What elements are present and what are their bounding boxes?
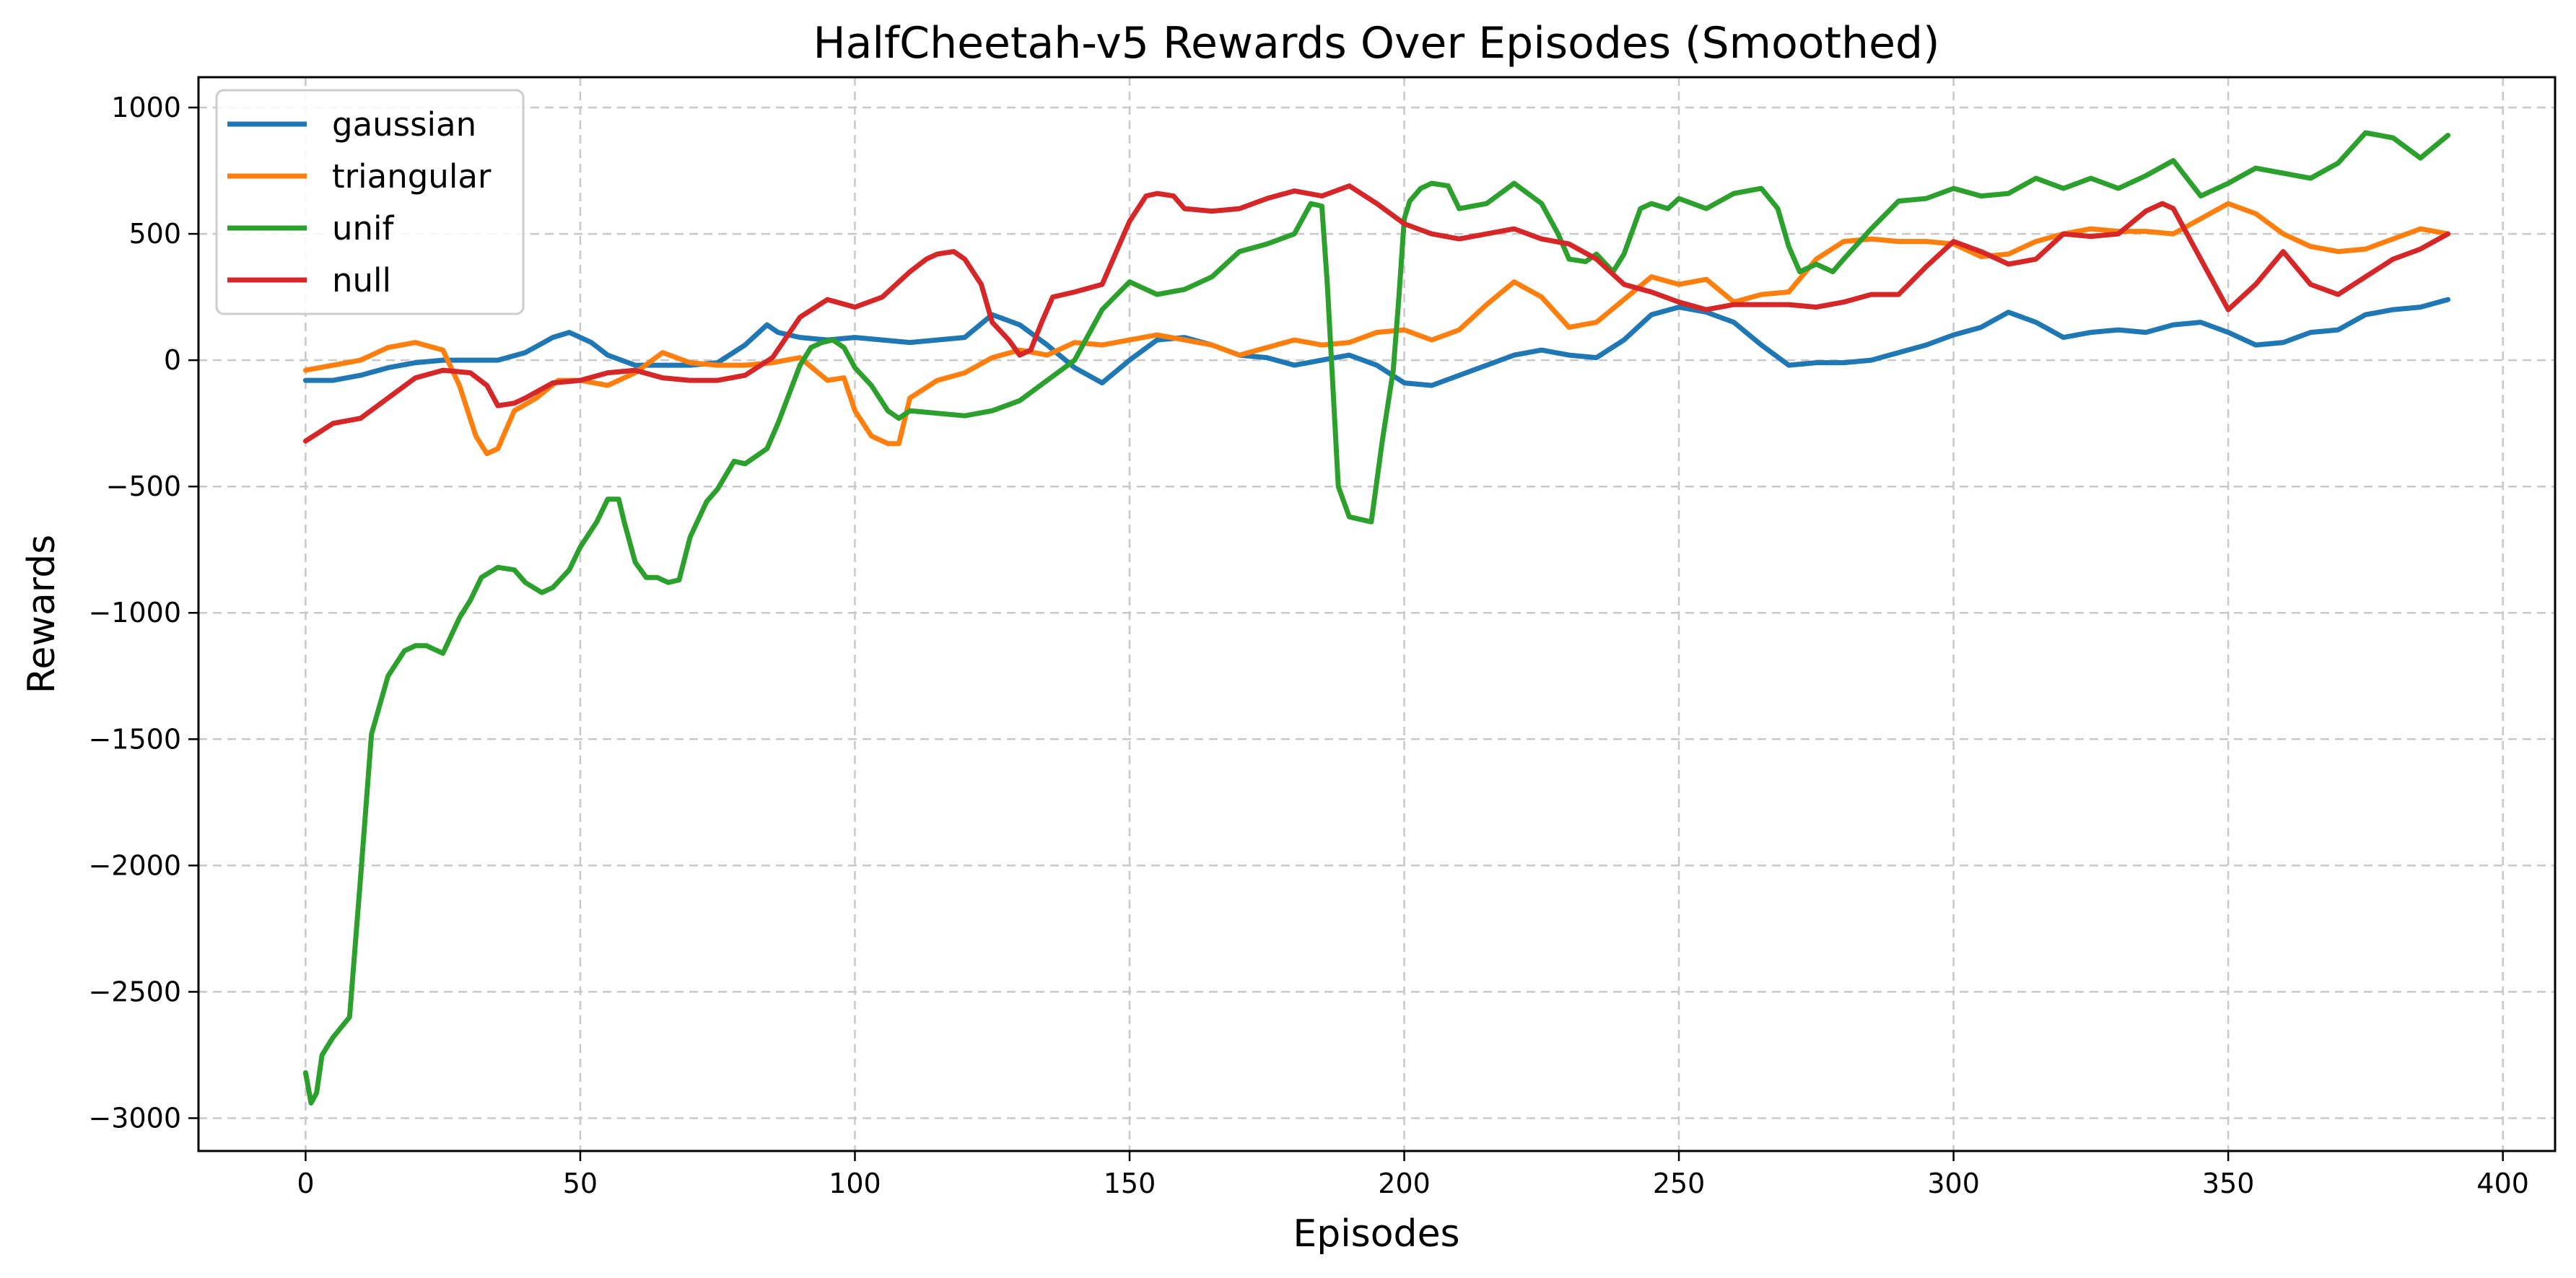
series-line-unif <box>302 130 2451 1106</box>
legend-label-triangular: triangular <box>332 157 492 196</box>
x-tick-label: 150 <box>1104 1168 1156 1199</box>
plot-frame <box>197 76 2557 1152</box>
legend: gaussian triangular unif null <box>215 89 525 315</box>
y-tick-label: −3000 <box>88 1102 181 1134</box>
chart-title: HalfCheetah-v5 Rewards Over Episodes (Sm… <box>813 18 1940 69</box>
tick-layer: 0 50 100 150 200 250 300 350 400 −3000 −2500 −2000 −… <box>88 92 2529 1199</box>
y-axis-label: Rewards <box>20 535 64 694</box>
y-tick-label: −500 <box>106 471 181 502</box>
y-tick-label: −1500 <box>88 723 181 755</box>
x-tick-label: 350 <box>2202 1168 2255 1199</box>
legend-box <box>215 89 525 315</box>
x-tick-label: 250 <box>1653 1168 1706 1199</box>
y-tick-label: 1000 <box>111 92 181 123</box>
y-tick-label: −2000 <box>88 849 181 881</box>
y-tick-label: −1000 <box>88 597 181 629</box>
y-tick-label: −2500 <box>88 976 181 1007</box>
series-line-null <box>302 183 2451 444</box>
x-tick-label: 400 <box>2476 1168 2529 1199</box>
x-tick-label: 300 <box>1927 1168 1980 1199</box>
legend-label-null: null <box>332 261 391 299</box>
x-tick-label: 200 <box>1378 1168 1431 1199</box>
y-tick-label: 500 <box>128 218 181 250</box>
x-tick-label: 100 <box>829 1168 881 1199</box>
series-layer <box>302 130 2451 1106</box>
legend-label-unif: unif <box>332 209 395 248</box>
grid-layer <box>198 77 2555 1151</box>
x-tick-label: 50 <box>563 1168 598 1199</box>
legend-label-gaussian: gaussian <box>332 105 476 144</box>
y-tick-label: 0 <box>164 344 181 376</box>
x-tick-label: 0 <box>297 1168 314 1199</box>
x-axis-label: Episodes <box>1293 1212 1459 1256</box>
